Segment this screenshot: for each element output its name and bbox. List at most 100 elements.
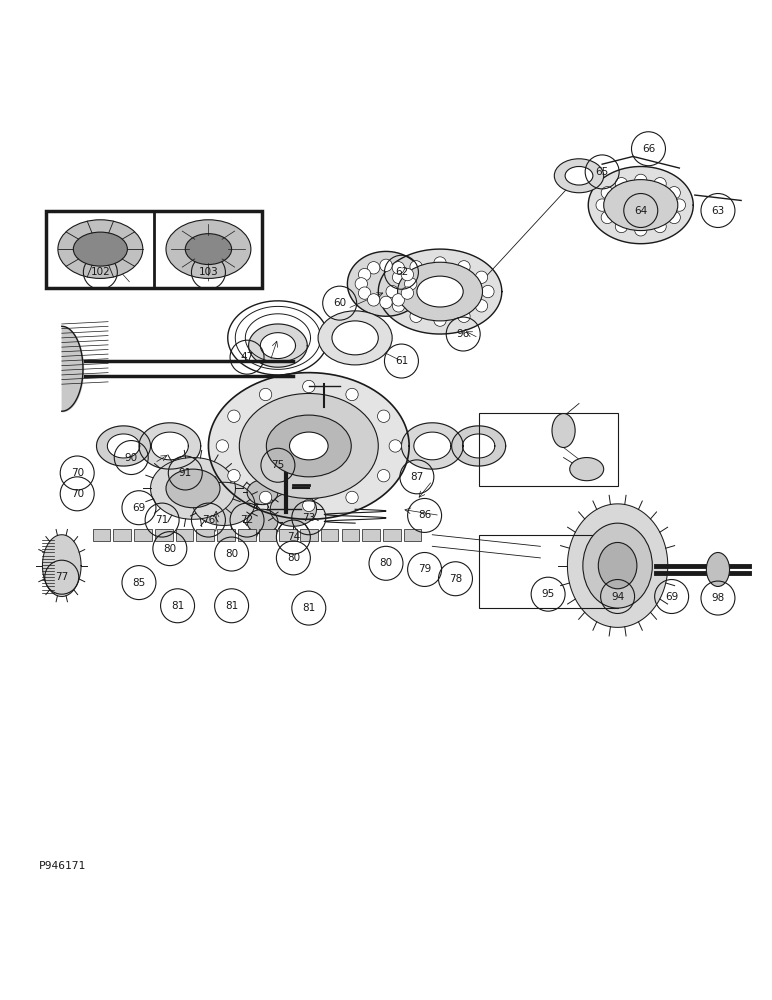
Circle shape	[378, 410, 390, 422]
Text: 47: 47	[240, 352, 254, 362]
Circle shape	[596, 199, 608, 211]
Circle shape	[355, 278, 367, 290]
Circle shape	[346, 491, 358, 504]
Polygon shape	[208, 373, 409, 519]
Circle shape	[405, 278, 417, 290]
Ellipse shape	[552, 414, 575, 448]
Polygon shape	[238, 529, 256, 541]
Circle shape	[476, 300, 488, 312]
Polygon shape	[217, 529, 235, 541]
Polygon shape	[249, 324, 307, 367]
Polygon shape	[462, 434, 495, 458]
Polygon shape	[259, 529, 276, 541]
Text: 103: 103	[198, 267, 218, 277]
Circle shape	[410, 310, 422, 322]
Polygon shape	[414, 432, 451, 460]
Polygon shape	[139, 423, 201, 469]
Ellipse shape	[332, 321, 378, 355]
Polygon shape	[362, 529, 380, 541]
Text: P946171: P946171	[39, 861, 86, 871]
Circle shape	[434, 314, 446, 326]
Circle shape	[615, 220, 628, 233]
Ellipse shape	[166, 220, 251, 278]
Text: 78: 78	[449, 574, 462, 584]
Text: 96: 96	[456, 329, 470, 339]
Ellipse shape	[554, 159, 604, 193]
Circle shape	[458, 310, 470, 322]
Polygon shape	[383, 529, 401, 541]
Polygon shape	[247, 480, 278, 505]
Bar	[479, 535, 618, 608]
Polygon shape	[341, 529, 359, 541]
Circle shape	[392, 262, 405, 274]
Circle shape	[635, 224, 647, 236]
Text: 69: 69	[132, 503, 146, 513]
Circle shape	[482, 285, 494, 298]
Text: 74: 74	[286, 532, 300, 542]
Ellipse shape	[565, 166, 593, 185]
Text: 65: 65	[595, 167, 609, 177]
Circle shape	[654, 220, 666, 233]
Circle shape	[367, 294, 380, 306]
Circle shape	[228, 410, 240, 422]
Circle shape	[392, 271, 405, 283]
Circle shape	[392, 300, 405, 312]
Text: 94: 94	[611, 591, 625, 601]
Circle shape	[654, 178, 666, 190]
Ellipse shape	[73, 232, 127, 266]
Text: 61: 61	[394, 356, 408, 366]
Ellipse shape	[290, 432, 328, 460]
Circle shape	[346, 388, 358, 401]
Circle shape	[668, 187, 680, 199]
Polygon shape	[452, 426, 506, 466]
Circle shape	[635, 174, 647, 187]
Ellipse shape	[583, 523, 652, 608]
Text: 81: 81	[302, 603, 316, 613]
Circle shape	[380, 296, 392, 309]
Text: 81: 81	[171, 601, 185, 611]
Circle shape	[389, 440, 401, 452]
Polygon shape	[321, 529, 338, 541]
Text: 80: 80	[225, 549, 239, 559]
Circle shape	[367, 262, 380, 274]
Text: 80: 80	[379, 558, 393, 568]
Circle shape	[601, 211, 614, 224]
Text: 98: 98	[711, 593, 725, 603]
Circle shape	[410, 261, 422, 273]
Bar	[479, 413, 618, 486]
Circle shape	[228, 470, 240, 482]
Text: 80: 80	[163, 544, 177, 554]
Polygon shape	[134, 529, 152, 541]
Text: 87: 87	[410, 472, 424, 482]
Ellipse shape	[58, 220, 143, 278]
Text: 91: 91	[178, 468, 192, 478]
Text: 77: 77	[55, 572, 69, 582]
Polygon shape	[93, 529, 110, 541]
Ellipse shape	[570, 458, 604, 481]
Polygon shape	[96, 426, 151, 466]
Circle shape	[380, 259, 392, 271]
Ellipse shape	[706, 552, 730, 586]
Circle shape	[303, 380, 315, 393]
Ellipse shape	[239, 393, 378, 498]
Polygon shape	[279, 529, 297, 541]
Text: 75: 75	[271, 460, 285, 470]
Polygon shape	[260, 333, 296, 359]
Ellipse shape	[166, 469, 220, 508]
Circle shape	[601, 187, 614, 199]
Ellipse shape	[266, 415, 351, 477]
Text: 85: 85	[132, 578, 146, 588]
Bar	[46, 211, 262, 288]
Circle shape	[668, 211, 680, 224]
Polygon shape	[42, 535, 81, 596]
Ellipse shape	[318, 311, 392, 365]
Polygon shape	[193, 482, 255, 525]
Ellipse shape	[598, 542, 637, 589]
Circle shape	[259, 388, 272, 401]
Circle shape	[615, 178, 628, 190]
Polygon shape	[196, 529, 214, 541]
Text: 70: 70	[70, 468, 84, 478]
Ellipse shape	[417, 276, 463, 307]
Text: 60: 60	[333, 298, 347, 308]
Circle shape	[401, 268, 414, 281]
